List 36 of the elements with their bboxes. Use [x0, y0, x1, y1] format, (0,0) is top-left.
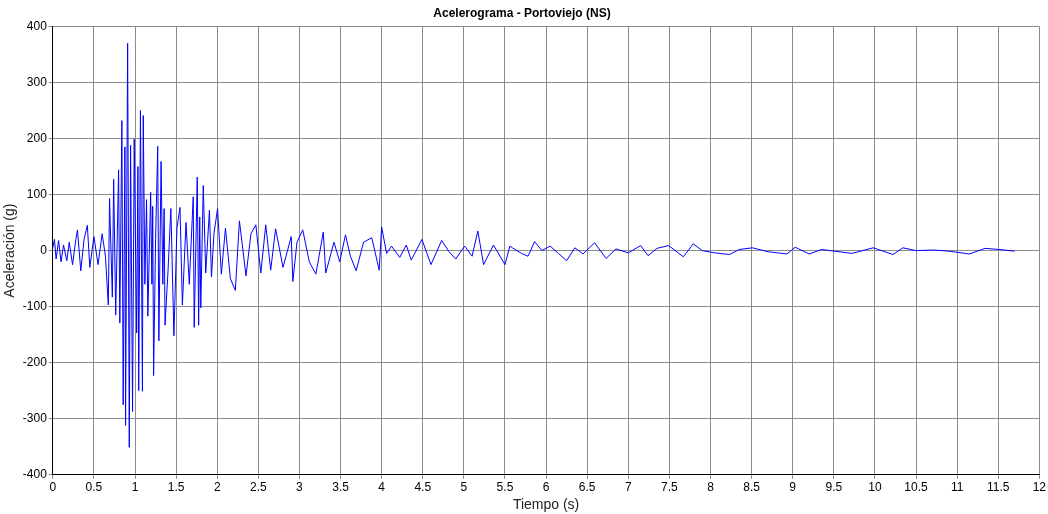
y-tick-label: 0 — [40, 242, 48, 257]
x-tick-label: 12 — [1032, 480, 1047, 495]
x-tick-label: 4 — [378, 480, 386, 495]
y-tick-label: -400 — [22, 467, 48, 482]
x-tick-label: 1 — [131, 480, 139, 495]
y-tick-label: -100 — [22, 298, 48, 313]
y-tick-label: 400 — [26, 18, 48, 33]
y-tick-label: -200 — [22, 355, 48, 370]
x-tick-label: 1.5 — [167, 480, 185, 495]
x-tick-label: 7 — [624, 480, 632, 495]
x-tick-label: 6 — [542, 480, 550, 495]
x-tick-label: 5 — [460, 480, 468, 495]
x-tick-label: 11 — [950, 480, 964, 495]
x-tick-label: 10.5 — [904, 480, 929, 495]
x-tick-label: 2 — [213, 480, 221, 495]
x-tick-label: 10 — [868, 480, 882, 495]
x-tick-label: 8 — [707, 480, 715, 495]
x-axis-title: Tiempo (s) — [512, 496, 580, 513]
y-axis-title: Aceleración (g) — [1, 203, 18, 298]
y-tick-label: 300 — [26, 74, 48, 89]
x-tick-label: 0.5 — [85, 480, 103, 495]
x-tick-label: 9 — [789, 480, 797, 495]
x-tick-label: 9.5 — [825, 480, 843, 495]
x-tick-label: 6.5 — [578, 480, 596, 495]
chart-title: Acelerograma - Portoviejo (NS) — [433, 5, 611, 20]
x-tick-label: 4.5 — [414, 480, 432, 495]
x-tick-label: 8.5 — [743, 480, 761, 495]
y-tick-label: -300 — [22, 411, 48, 426]
x-tick-label: 3 — [296, 480, 304, 495]
y-tick-label: 200 — [26, 130, 48, 145]
x-tick-label: 5.5 — [496, 480, 514, 495]
x-tick-label: 3.5 — [332, 480, 350, 495]
x-tick-label: 7.5 — [661, 480, 679, 495]
x-tick-label: 11.5 — [986, 480, 1010, 495]
x-tick-label: 2.5 — [250, 480, 267, 495]
y-tick-label: 100 — [26, 186, 48, 201]
